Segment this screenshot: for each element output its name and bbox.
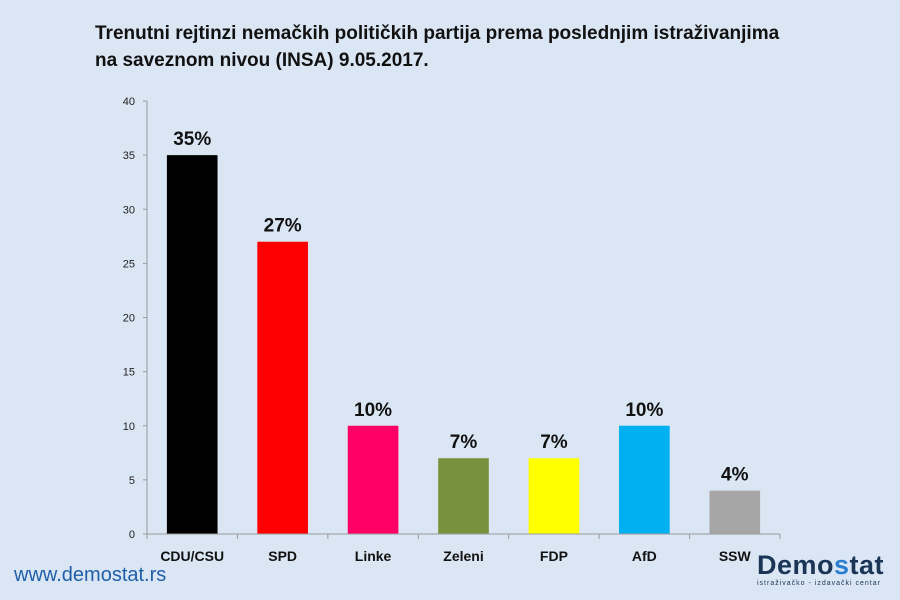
chart-title-line-2: na saveznom nivou (INSA) 9.05.2017. — [95, 50, 429, 71]
x-tick-label: SPD — [268, 548, 297, 564]
bar-cdu-csu — [166, 155, 218, 534]
chart-title-line-1: Trenutni rejtinzi nemačkih političkih pa… — [95, 23, 780, 44]
logo-name-prefix: Demo — [757, 550, 835, 580]
y-tick-label: 15 — [123, 367, 135, 379]
x-tick-label: AfD — [632, 548, 657, 564]
logo-name-suffix: tat — [849, 550, 885, 580]
chart-title: Trenutni rejtinzi nemačkih političkih pa… — [95, 20, 855, 74]
x-tick-label: CDU/CSU — [160, 548, 224, 564]
bar-linke — [347, 425, 399, 534]
x-tick-label: Linke — [355, 548, 392, 564]
bar-afd — [619, 425, 670, 534]
y-tick-label: 5 — [129, 475, 135, 487]
x-tick-label: FDP — [540, 548, 568, 564]
y-tick-label: 0 — [129, 529, 135, 541]
data-label: 35% — [173, 129, 211, 150]
bar-zeleni — [438, 458, 489, 534]
y-tick-label: 20 — [123, 313, 135, 325]
data-label: 7% — [450, 432, 478, 453]
logo-name-accent: s — [834, 550, 850, 580]
data-label: 10% — [625, 400, 663, 421]
data-label: 4% — [721, 465, 749, 486]
demostat-logo: Demostat istraživačko - izdavački centar — [757, 551, 885, 587]
y-tick-label: 25 — [123, 258, 135, 270]
x-tick-label: Zeleni — [443, 548, 483, 564]
website-url: www.demostat.rs — [14, 564, 167, 586]
y-tick-label: 40 — [123, 96, 135, 108]
y-tick-label: 10 — [123, 421, 135, 433]
data-label: 10% — [354, 400, 392, 421]
y-axis: 0 5 10 15 20 25 30 35 40 — [123, 96, 148, 541]
y-tick-label: 30 — [123, 204, 135, 216]
logo-name: Demostat — [757, 551, 885, 579]
y-tick-label: 35 — [123, 150, 135, 162]
logo-tagline: istraživačko - izdavački centar — [757, 580, 881, 587]
bar-spd — [257, 241, 308, 534]
data-label: 7% — [540, 432, 568, 453]
x-tick-label: SSW — [719, 548, 752, 564]
bar-fdp — [528, 458, 580, 534]
data-label: 27% — [264, 216, 302, 237]
data-labels: 35% 27% 10% 7% 7% 10% 4% — [173, 129, 748, 486]
bar-ssw — [709, 490, 761, 534]
x-axis: CDU/CSU SPD Linke Zeleni FDP AfD SSW — [146, 533, 781, 564]
bars — [166, 155, 761, 534]
